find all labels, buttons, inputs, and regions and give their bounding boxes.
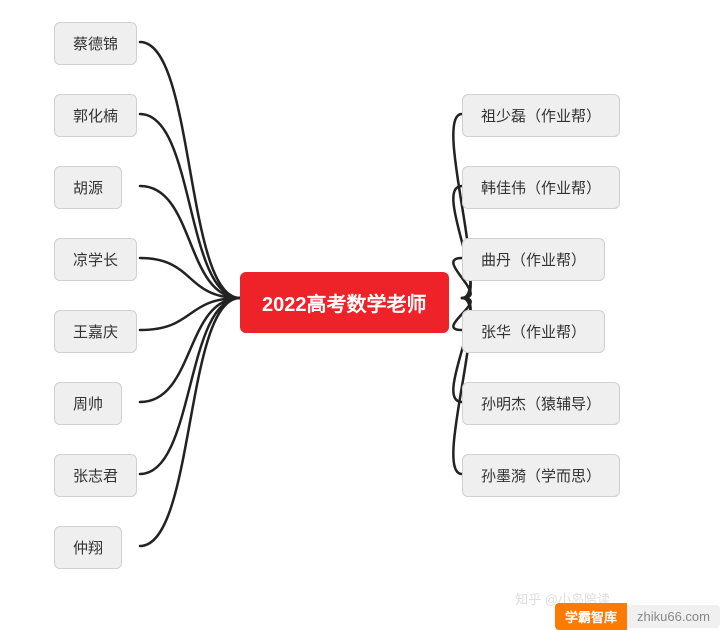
right-node: 曲丹（作业帮）: [462, 238, 605, 281]
watermark-url: zhiku66.com: [627, 605, 720, 628]
right-node-label: 祖少磊（作业帮）: [481, 108, 601, 125]
right-node-label: 张华（作业帮）: [481, 324, 586, 341]
right-node: 孙明杰（猿辅导）: [462, 382, 620, 425]
center-label: 2022高考数学老师: [262, 294, 427, 316]
right-node-label: 孙明杰（猿辅导）: [481, 396, 601, 413]
left-node-label: 郭化楠: [73, 108, 118, 125]
left-node: 周帅: [54, 382, 122, 425]
left-node: 郭化楠: [54, 94, 137, 137]
left-node-label: 周帅: [73, 396, 103, 413]
right-node: 韩佳伟（作业帮）: [462, 166, 620, 209]
right-node-label: 曲丹（作业帮）: [481, 252, 586, 269]
edge: [140, 298, 240, 330]
edge: [140, 114, 240, 298]
right-node: 张华（作业帮）: [462, 310, 605, 353]
edge: [140, 298, 240, 402]
watermark-badge: 学霸智库 zhiku66.com: [555, 603, 720, 630]
left-node: 王嘉庆: [54, 310, 137, 353]
left-node-label: 张志君: [73, 468, 118, 485]
right-node-label: 孙墨漪（学而思）: [481, 468, 601, 485]
edge: [140, 42, 240, 298]
edge: [140, 186, 240, 298]
right-node: 祖少磊（作业帮）: [462, 94, 620, 137]
watermark-brand: 学霸智库: [555, 603, 627, 630]
right-node-label: 韩佳伟（作业帮）: [481, 180, 601, 197]
left-node: 仲翔: [54, 526, 122, 569]
center-node: 2022高考数学老师: [240, 272, 449, 333]
left-node-label: 仲翔: [73, 540, 103, 557]
edge: [140, 298, 240, 546]
left-node-label: 蔡德锦: [73, 36, 118, 53]
edge: [140, 298, 240, 474]
left-node-label: 王嘉庆: [73, 324, 118, 341]
left-node-label: 胡源: [73, 180, 103, 197]
right-node: 孙墨漪（学而思）: [462, 454, 620, 497]
left-node: 胡源: [54, 166, 122, 209]
left-node-label: 凉学长: [73, 252, 118, 269]
left-node: 张志君: [54, 454, 137, 497]
left-node: 蔡德锦: [54, 22, 137, 65]
left-node: 凉学长: [54, 238, 137, 281]
edge: [140, 258, 240, 298]
